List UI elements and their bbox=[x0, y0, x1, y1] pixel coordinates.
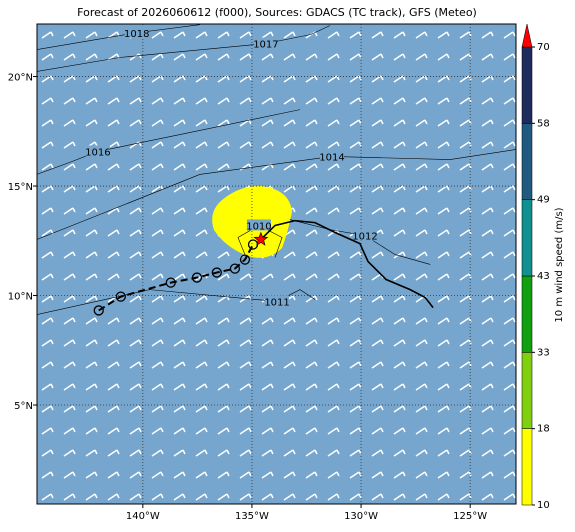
colorbar-tick-label: 10 bbox=[537, 500, 550, 511]
colorbar-segment bbox=[521, 352, 533, 429]
colorbar-segment bbox=[521, 199, 533, 277]
colorbar-label: 10 m wind speed (m/s) bbox=[554, 207, 565, 322]
y-tick-label: 20°N bbox=[8, 73, 33, 84]
y-tick-label: 10°N bbox=[8, 292, 33, 303]
x-tick-label: 140°W bbox=[126, 511, 160, 522]
track-point bbox=[211, 267, 222, 278]
isobar-label-bg bbox=[352, 229, 377, 241]
colorbar-segment bbox=[521, 428, 533, 506]
colorbar-tick-label: 70 bbox=[537, 42, 550, 53]
colorbar-tick-label: 49 bbox=[537, 195, 550, 206]
wind-barbs bbox=[37, 24, 516, 504]
colorbar: 10 18 33 43 49 58 70 bbox=[521, 23, 550, 511]
y-tick-label: 5°N bbox=[14, 401, 33, 412]
colorbar-tick-label: 58 bbox=[537, 118, 550, 129]
isobar-label: 1010 bbox=[246, 221, 271, 232]
x-tick-label: 135°W bbox=[235, 511, 269, 522]
track-point bbox=[239, 254, 251, 265]
axes: 140°W 135°W 130°W 125°W 5°N 10°N 15°N 20°N bbox=[8, 73, 487, 522]
isobar-label-bg bbox=[246, 219, 271, 231]
isobar-label-bg bbox=[253, 37, 278, 49]
colorbar-segment bbox=[521, 123, 533, 200]
isobar-label: 1017 bbox=[253, 39, 278, 50]
track-point bbox=[165, 277, 176, 288]
track-point bbox=[115, 291, 126, 302]
colorbar-tick-label: 18 bbox=[537, 424, 550, 435]
track-point bbox=[229, 263, 241, 274]
isobar-label-bg bbox=[265, 295, 290, 307]
isobar-label-bg bbox=[124, 26, 149, 38]
isobar-label-bg bbox=[85, 145, 110, 157]
chart-title: Forecast of 2026060612 (f000), Sources: … bbox=[77, 6, 477, 19]
isobar-label: 1016 bbox=[85, 147, 110, 158]
y-tick-label: 15°N bbox=[8, 182, 33, 193]
colorbar-tick-label: 33 bbox=[537, 347, 550, 358]
x-tick-label: 130°W bbox=[344, 511, 378, 522]
isobar-label: 1011 bbox=[264, 297, 289, 308]
map-frame bbox=[36, 23, 517, 505]
isobar-label-bg bbox=[320, 150, 345, 162]
isobar-label: 1014 bbox=[319, 152, 344, 163]
colorbar-segment bbox=[521, 275, 533, 353]
colorbar-extend bbox=[521, 23, 533, 48]
current-position bbox=[253, 231, 269, 246]
forecast-track bbox=[260, 219, 434, 309]
colorbar-tick-label: 43 bbox=[537, 271, 550, 282]
colorbar-segment bbox=[521, 46, 533, 124]
isobar-label: 1018 bbox=[124, 29, 149, 40]
past-track bbox=[98, 244, 254, 312]
track-point bbox=[93, 305, 104, 316]
map-layer: 1018 1017 1016 1014 1012 1011 1010 bbox=[37, 24, 516, 504]
isobar-label: 1012 bbox=[352, 232, 377, 243]
x-tick-label: 125°W bbox=[453, 511, 487, 522]
isobar bbox=[37, 149, 516, 240]
track-point bbox=[191, 272, 203, 283]
